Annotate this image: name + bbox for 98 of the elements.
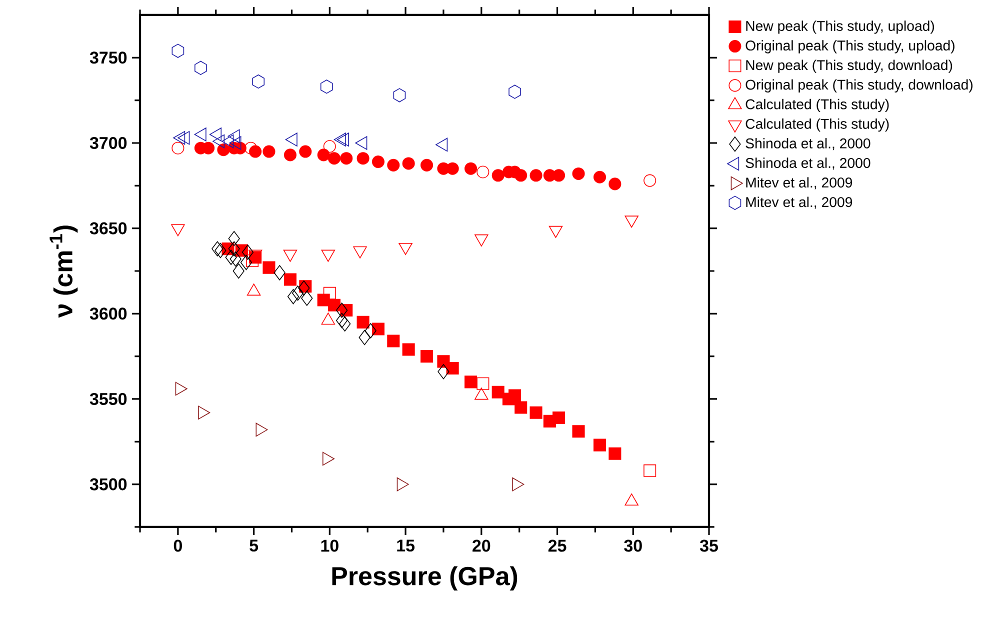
- point: [464, 162, 478, 175]
- x-tick-label: 15: [397, 540, 415, 552]
- point: [476, 166, 490, 178]
- point: [608, 178, 622, 190]
- x-axis-title: Pressure (GPa): [332, 566, 518, 590]
- point: [402, 343, 415, 356]
- point: [514, 401, 528, 414]
- legend-label: Shinoda et al., 2000: [746, 158, 870, 170]
- x-tick-label: 35: [700, 540, 718, 552]
- point: [372, 322, 384, 336]
- point: [228, 241, 240, 256]
- point: [492, 386, 504, 398]
- point: [298, 280, 310, 296]
- point: [284, 273, 296, 286]
- point: [194, 60, 207, 75]
- point: [225, 250, 237, 265]
- point: [323, 140, 336, 153]
- point: [228, 230, 240, 246]
- point: [608, 447, 622, 460]
- point: [172, 142, 184, 154]
- point: [323, 286, 336, 300]
- point: [242, 244, 254, 260]
- x-tick-label: 5: [250, 540, 258, 552]
- point: [387, 158, 400, 172]
- point: [262, 145, 276, 158]
- point: [172, 44, 184, 58]
- point: [393, 88, 406, 102]
- point: [644, 174, 656, 187]
- legend-label: New peak (This study, download): [746, 60, 952, 73]
- point: [358, 330, 370, 346]
- point: [299, 145, 312, 158]
- y-axis-title: ν (cm$^{-1}$): [50, 226, 78, 318]
- point: [514, 169, 528, 182]
- point: [644, 464, 656, 477]
- point: [328, 152, 340, 165]
- point: [492, 169, 504, 182]
- legend-label: Original peak (This study, upload): [746, 40, 954, 54]
- point: [252, 74, 265, 89]
- point: [274, 265, 286, 280]
- x-tick-label: 25: [548, 540, 566, 552]
- point: [593, 170, 606, 184]
- point: [364, 323, 376, 338]
- point: [246, 254, 259, 268]
- point: [287, 288, 300, 304]
- point: [249, 145, 262, 158]
- x-tick-label: 0: [174, 540, 182, 552]
- y-tick-label: 3650: [90, 222, 127, 234]
- point: [232, 263, 244, 279]
- y-tick-label: 3600: [90, 308, 127, 320]
- point: [420, 350, 434, 363]
- point: [530, 169, 542, 182]
- point: [339, 316, 351, 332]
- legend-label: Shinoda et al., 2000: [746, 138, 870, 150]
- point: [387, 334, 400, 348]
- point: [262, 261, 276, 274]
- point: [240, 254, 252, 270]
- legend-label: Calculated (This study): [746, 118, 889, 132]
- point: [530, 406, 542, 419]
- point: [508, 84, 521, 99]
- point: [508, 389, 522, 402]
- point: [292, 286, 304, 301]
- legend-label: Original peak (This study, download): [746, 79, 972, 92]
- point: [336, 302, 348, 318]
- point: [464, 376, 478, 388]
- x-tick-label: 30: [624, 540, 642, 552]
- point: [420, 158, 434, 172]
- y-tick-label: 3550: [90, 392, 127, 406]
- point: [372, 155, 384, 168]
- point: [212, 241, 224, 256]
- point: [301, 290, 313, 306]
- point: [340, 152, 353, 165]
- point: [230, 251, 242, 267]
- point: [476, 377, 490, 390]
- point: [356, 316, 370, 328]
- legend-label: Calculated (This study): [746, 98, 889, 112]
- point: [284, 148, 296, 162]
- legend-label: Mitev et al., 2009: [746, 177, 852, 190]
- point: [593, 438, 606, 452]
- y-tick-label: 3500: [90, 478, 127, 490]
- point: [320, 80, 333, 94]
- point: [572, 425, 585, 438]
- point: [317, 148, 330, 162]
- point: [572, 167, 585, 180]
- point: [402, 157, 415, 170]
- point: [328, 298, 340, 312]
- legend-label: New peak (This study, upload): [746, 20, 934, 34]
- x-tick-label: 20: [472, 540, 490, 552]
- point: [552, 169, 566, 182]
- y-tick-label: 3700: [90, 136, 127, 150]
- y-tick-label: 3750: [90, 52, 127, 64]
- point: [214, 242, 226, 258]
- point: [552, 411, 566, 424]
- point: [438, 364, 450, 380]
- legend-label: Mitev et al., 2009: [746, 196, 852, 209]
- point: [446, 362, 459, 375]
- x-tick-label: 10: [321, 540, 338, 552]
- point: [356, 152, 370, 165]
- point: [336, 312, 348, 328]
